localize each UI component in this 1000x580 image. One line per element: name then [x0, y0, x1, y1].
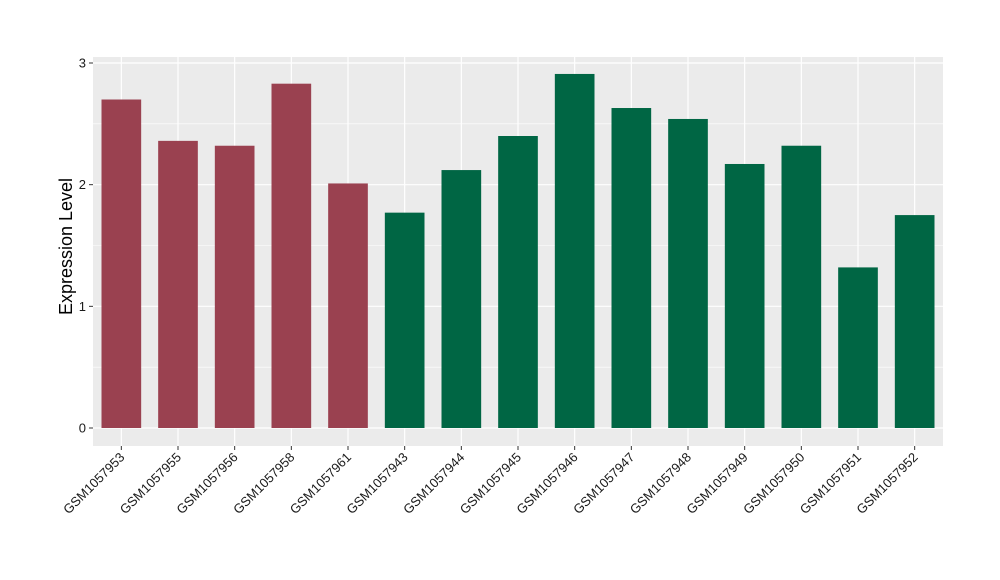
bar-GSM1057947 [611, 108, 652, 429]
bar-GSM1057950 [781, 145, 822, 428]
y-axis-title: Expression Level [56, 178, 76, 315]
bars [101, 73, 935, 429]
y-tick-label: 1 [79, 299, 86, 314]
bar-GSM1057945 [498, 136, 538, 428]
y-tick-label: 3 [79, 56, 86, 71]
bar-GSM1057951 [838, 267, 878, 428]
bar-GSM1057953 [101, 99, 142, 428]
bar-GSM1057946 [554, 73, 595, 428]
bar-GSM1057961 [328, 183, 368, 428]
bar-GSM1057958 [271, 83, 312, 428]
bar-GSM1057952 [894, 215, 935, 428]
bar-GSM1057949 [724, 163, 765, 428]
bar-GSM1057944 [441, 170, 482, 429]
bar-GSM1057943 [384, 212, 425, 428]
y-tick-label: 0 [79, 421, 86, 436]
y-axis: 0 1 2 3 [79, 56, 93, 436]
x-axis: GSM1057953GSM1057955GSM1057956GSM1057958… [60, 446, 921, 517]
bar-GSM1057948 [668, 118, 708, 428]
bar-GSM1057956 [214, 145, 255, 428]
bar-GSM1057955 [158, 140, 198, 428]
y-tick-label: 2 [79, 177, 86, 192]
